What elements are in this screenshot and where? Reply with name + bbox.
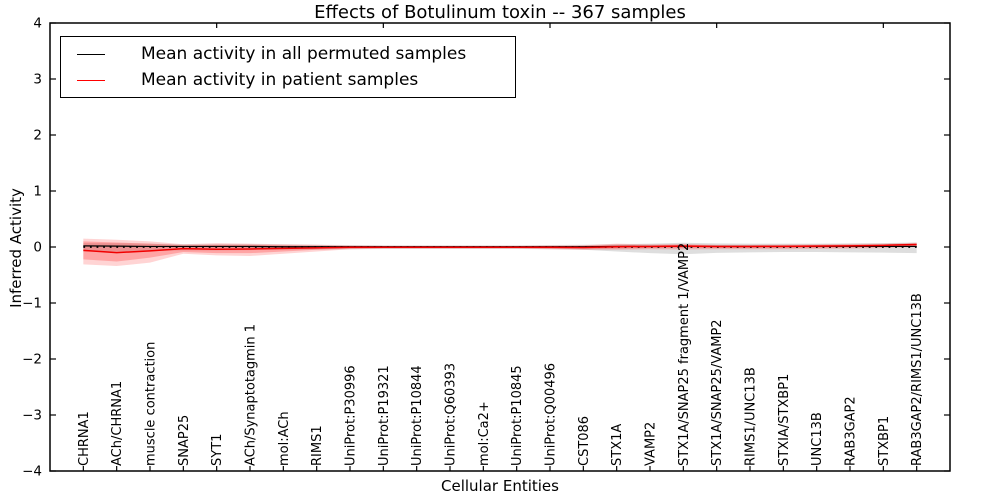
y-tick-label: 0 [33,240,42,256]
y-tick-label: −2 [22,352,42,368]
x-category-label: STX1A/SNAP25/VAMP2 [710,319,725,466]
y-tick-label: −1 [22,296,42,312]
x-category-label: UniProt:Q60393 [444,363,459,466]
y-tick-label: −4 [22,464,42,480]
x-category-label: RIMS1 [310,425,325,466]
x-category-label: STX1A/SNAP25 fragment 1/VAMP2 [677,243,692,466]
x-category-label: ACh/CHRNA1 [110,381,125,466]
legend-item-permuted: Mean activity in all permuted samples [61,41,515,67]
x-category-label: RIMS1/UNC13B [744,367,759,466]
x-category-label: UniProt:P19321 [377,365,392,466]
x-category-label: CST086 [577,416,592,466]
x-axis-ticks [82,23,918,471]
patient-samples-spread-outer [83,238,917,267]
x-category-label: mol:ACh [277,411,292,466]
y-tick-label: −3 [22,408,42,424]
red-line-sample-icon [77,79,105,81]
x-category-label: SNAP25 [177,415,192,466]
x-category-label: UniProt:P30996 [344,365,359,466]
x-category-labels: CHRNA1 ACh/CHRNA1 muscle contraction SNAP25… [77,243,925,466]
x-category-label: STXBP1 [877,416,892,466]
patient-mean-line [83,243,917,254]
x-category-label: UNC13B [810,412,825,466]
x-category-label: ACh/Synaptotagmin 1 [244,324,259,466]
black-line-sample-icon [77,53,105,55]
x-axis-label: Cellular Entities [441,477,559,495]
mean-lines [83,243,917,254]
x-category-label: UniProt:P10845 [510,365,525,466]
x-category-label: STXIA/STXBP1 [777,374,792,466]
x-category-label: UniProt:Q00496 [544,363,559,466]
y-axis-ticks: 4 3 2 1 0 −1 −2 −3 −4 [22,16,950,480]
y-tick-label: 3 [33,72,42,88]
y-axis-label: Inferred Activity [7,188,25,308]
permuted-samples-spread [83,242,917,255]
legend-label-permuted: Mean activity in all permuted samples [141,44,467,64]
legend-item-patient: Mean activity in patient samples [61,67,515,93]
x-category-label: STX1A [610,424,625,466]
x-category-label: RAB3GAP2 [844,396,859,466]
legend-label-patient: Mean activity in patient samples [141,70,419,90]
y-tick-label: 4 [33,16,42,32]
x-category-label: CHRNA1 [77,411,92,466]
x-category-label: RAB3GAP2/RIMS1/UNC13B [910,293,925,466]
legend: Mean activity in all permuted samples Me… [60,36,516,98]
x-category-label: SYT1 [210,434,225,466]
x-category-label: muscle contraction [144,342,159,466]
confidence-bands [83,238,917,267]
chart-title: Effects of Botulinum toxin -- 367 sample… [314,2,686,23]
x-category-label: UniProt:P10844 [410,365,425,466]
x-category-label: mol:Ca2+ [477,401,492,466]
y-tick-label: 2 [33,128,42,144]
x-category-label: VAMP2 [644,422,659,466]
y-tick-label: 1 [33,184,42,200]
